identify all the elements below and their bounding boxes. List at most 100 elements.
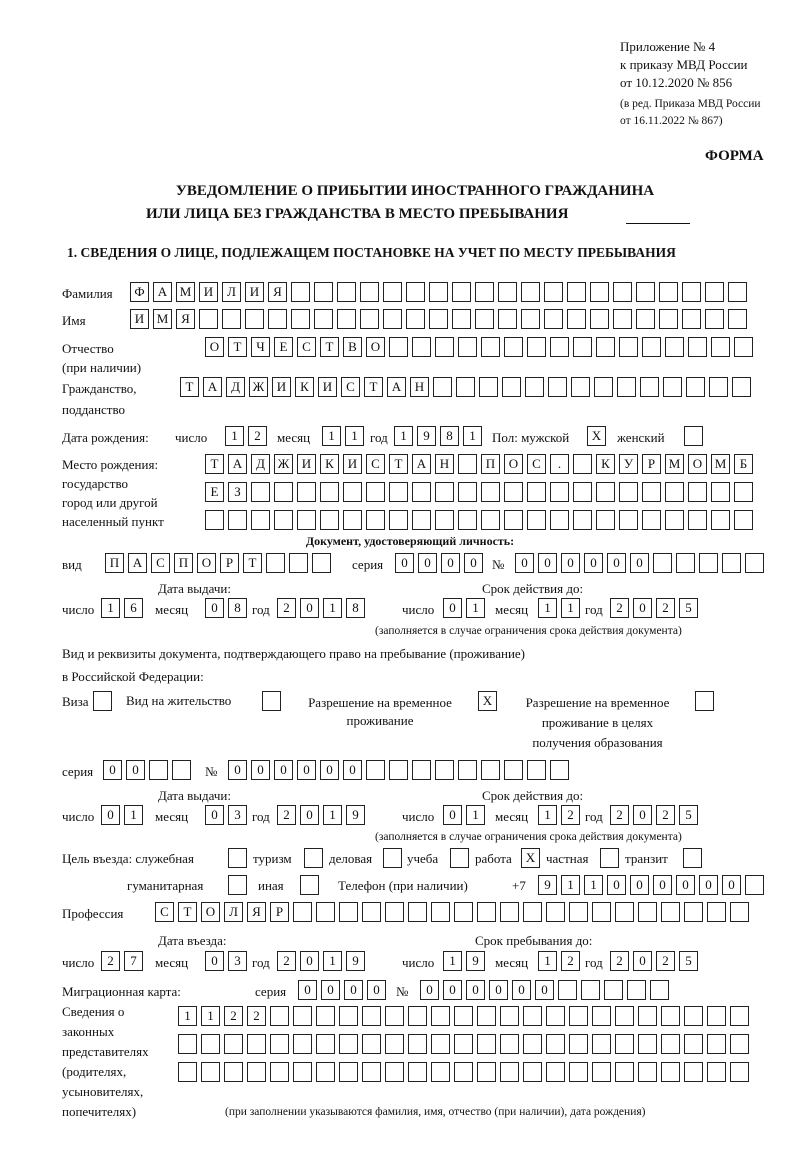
purpose-humanitarian-checkbox[interactable] — [228, 875, 247, 895]
char-box[interactable] — [389, 760, 408, 780]
char-box[interactable] — [686, 377, 705, 397]
char-box[interactable] — [527, 337, 546, 357]
char-box[interactable]: 7 — [124, 951, 143, 971]
char-box[interactable]: О — [201, 902, 220, 922]
char-box[interactable] — [619, 337, 638, 357]
checkbox-cell[interactable] — [683, 848, 702, 868]
char-box[interactable]: 0 — [297, 760, 316, 780]
char-box[interactable] — [293, 902, 312, 922]
char-box[interactable] — [201, 1034, 220, 1054]
char-box[interactable] — [291, 309, 310, 329]
char-box[interactable] — [684, 1006, 703, 1026]
char-box[interactable]: И — [130, 309, 149, 329]
representatives-field[interactable] — [178, 1034, 749, 1054]
char-box[interactable] — [408, 1006, 427, 1026]
char-box[interactable] — [291, 282, 310, 302]
female-checkbox[interactable] — [684, 426, 703, 446]
char-box[interactable] — [389, 510, 408, 530]
char-box[interactable] — [500, 1034, 519, 1054]
char-box[interactable] — [642, 482, 661, 502]
char-box[interactable]: 1 — [323, 598, 342, 618]
char-box[interactable] — [730, 1062, 749, 1082]
char-box[interactable]: П — [105, 553, 124, 573]
checkbox-cell[interactable] — [93, 691, 112, 711]
char-box[interactable] — [406, 282, 425, 302]
char-box[interactable]: Л — [224, 902, 243, 922]
char-box[interactable] — [615, 1034, 634, 1054]
char-box[interactable]: 0 — [228, 760, 247, 780]
char-box[interactable]: 2 — [610, 951, 629, 971]
char-box[interactable]: Л — [222, 282, 241, 302]
char-box[interactable] — [389, 482, 408, 502]
char-box[interactable] — [699, 553, 718, 573]
char-box[interactable] — [224, 1062, 243, 1082]
char-box[interactable] — [431, 1062, 450, 1082]
char-box[interactable]: 1 — [466, 598, 485, 618]
char-box[interactable]: И — [297, 454, 316, 474]
char-box[interactable]: 1 — [345, 426, 364, 446]
char-box[interactable]: 3 — [228, 805, 247, 825]
char-box[interactable]: 2 — [656, 805, 675, 825]
char-box[interactable] — [366, 510, 385, 530]
char-box[interactable]: А — [153, 282, 172, 302]
char-box[interactable]: С — [341, 377, 360, 397]
char-box[interactable] — [711, 510, 730, 530]
char-box[interactable]: 1 — [584, 875, 603, 895]
char-box[interactable] — [527, 510, 546, 530]
char-box[interactable] — [456, 377, 475, 397]
temp-residence-checkbox[interactable]: X — [478, 691, 497, 711]
checkbox-cell[interactable] — [684, 426, 703, 446]
char-box[interactable] — [707, 1034, 726, 1054]
checkbox-cell[interactable]: X — [478, 691, 497, 711]
char-box[interactable] — [270, 1006, 289, 1026]
char-box[interactable]: 0 — [722, 875, 741, 895]
char-box[interactable] — [251, 510, 270, 530]
char-box[interactable] — [596, 337, 615, 357]
char-box[interactable]: 8 — [440, 426, 459, 446]
char-box[interactable]: Е — [205, 482, 224, 502]
char-box[interactable] — [479, 377, 498, 397]
char-box[interactable] — [454, 902, 473, 922]
char-box[interactable] — [573, 454, 592, 474]
char-box[interactable]: 6 — [124, 598, 143, 618]
char-box[interactable]: М — [711, 454, 730, 474]
char-box[interactable]: 0 — [103, 760, 122, 780]
char-box[interactable] — [314, 309, 333, 329]
char-box[interactable] — [224, 1034, 243, 1054]
char-box[interactable]: Р — [642, 454, 661, 474]
char-box[interactable] — [245, 309, 264, 329]
char-box[interactable] — [544, 309, 563, 329]
char-box[interactable] — [454, 1034, 473, 1054]
char-box[interactable]: 0 — [395, 553, 414, 573]
char-box[interactable]: 0 — [205, 951, 224, 971]
char-box[interactable]: О — [205, 337, 224, 357]
char-box[interactable] — [385, 1062, 404, 1082]
char-box[interactable]: 0 — [126, 760, 145, 780]
char-box[interactable] — [688, 482, 707, 502]
char-box[interactable]: 0 — [418, 553, 437, 573]
char-box[interactable] — [431, 902, 450, 922]
char-box[interactable] — [222, 309, 241, 329]
char-box[interactable]: П — [174, 553, 193, 573]
char-box[interactable] — [619, 482, 638, 502]
checkbox-cell[interactable]: X — [587, 426, 606, 446]
char-box[interactable] — [661, 902, 680, 922]
char-box[interactable] — [366, 482, 385, 502]
char-box[interactable] — [337, 309, 356, 329]
char-box[interactable] — [523, 1006, 542, 1026]
char-box[interactable] — [270, 1034, 289, 1054]
char-box[interactable] — [205, 510, 224, 530]
char-box[interactable]: Я — [268, 282, 287, 302]
char-box[interactable] — [339, 902, 358, 922]
char-box[interactable] — [627, 980, 646, 1000]
char-box[interactable] — [613, 309, 632, 329]
char-box[interactable]: 0 — [274, 760, 293, 780]
